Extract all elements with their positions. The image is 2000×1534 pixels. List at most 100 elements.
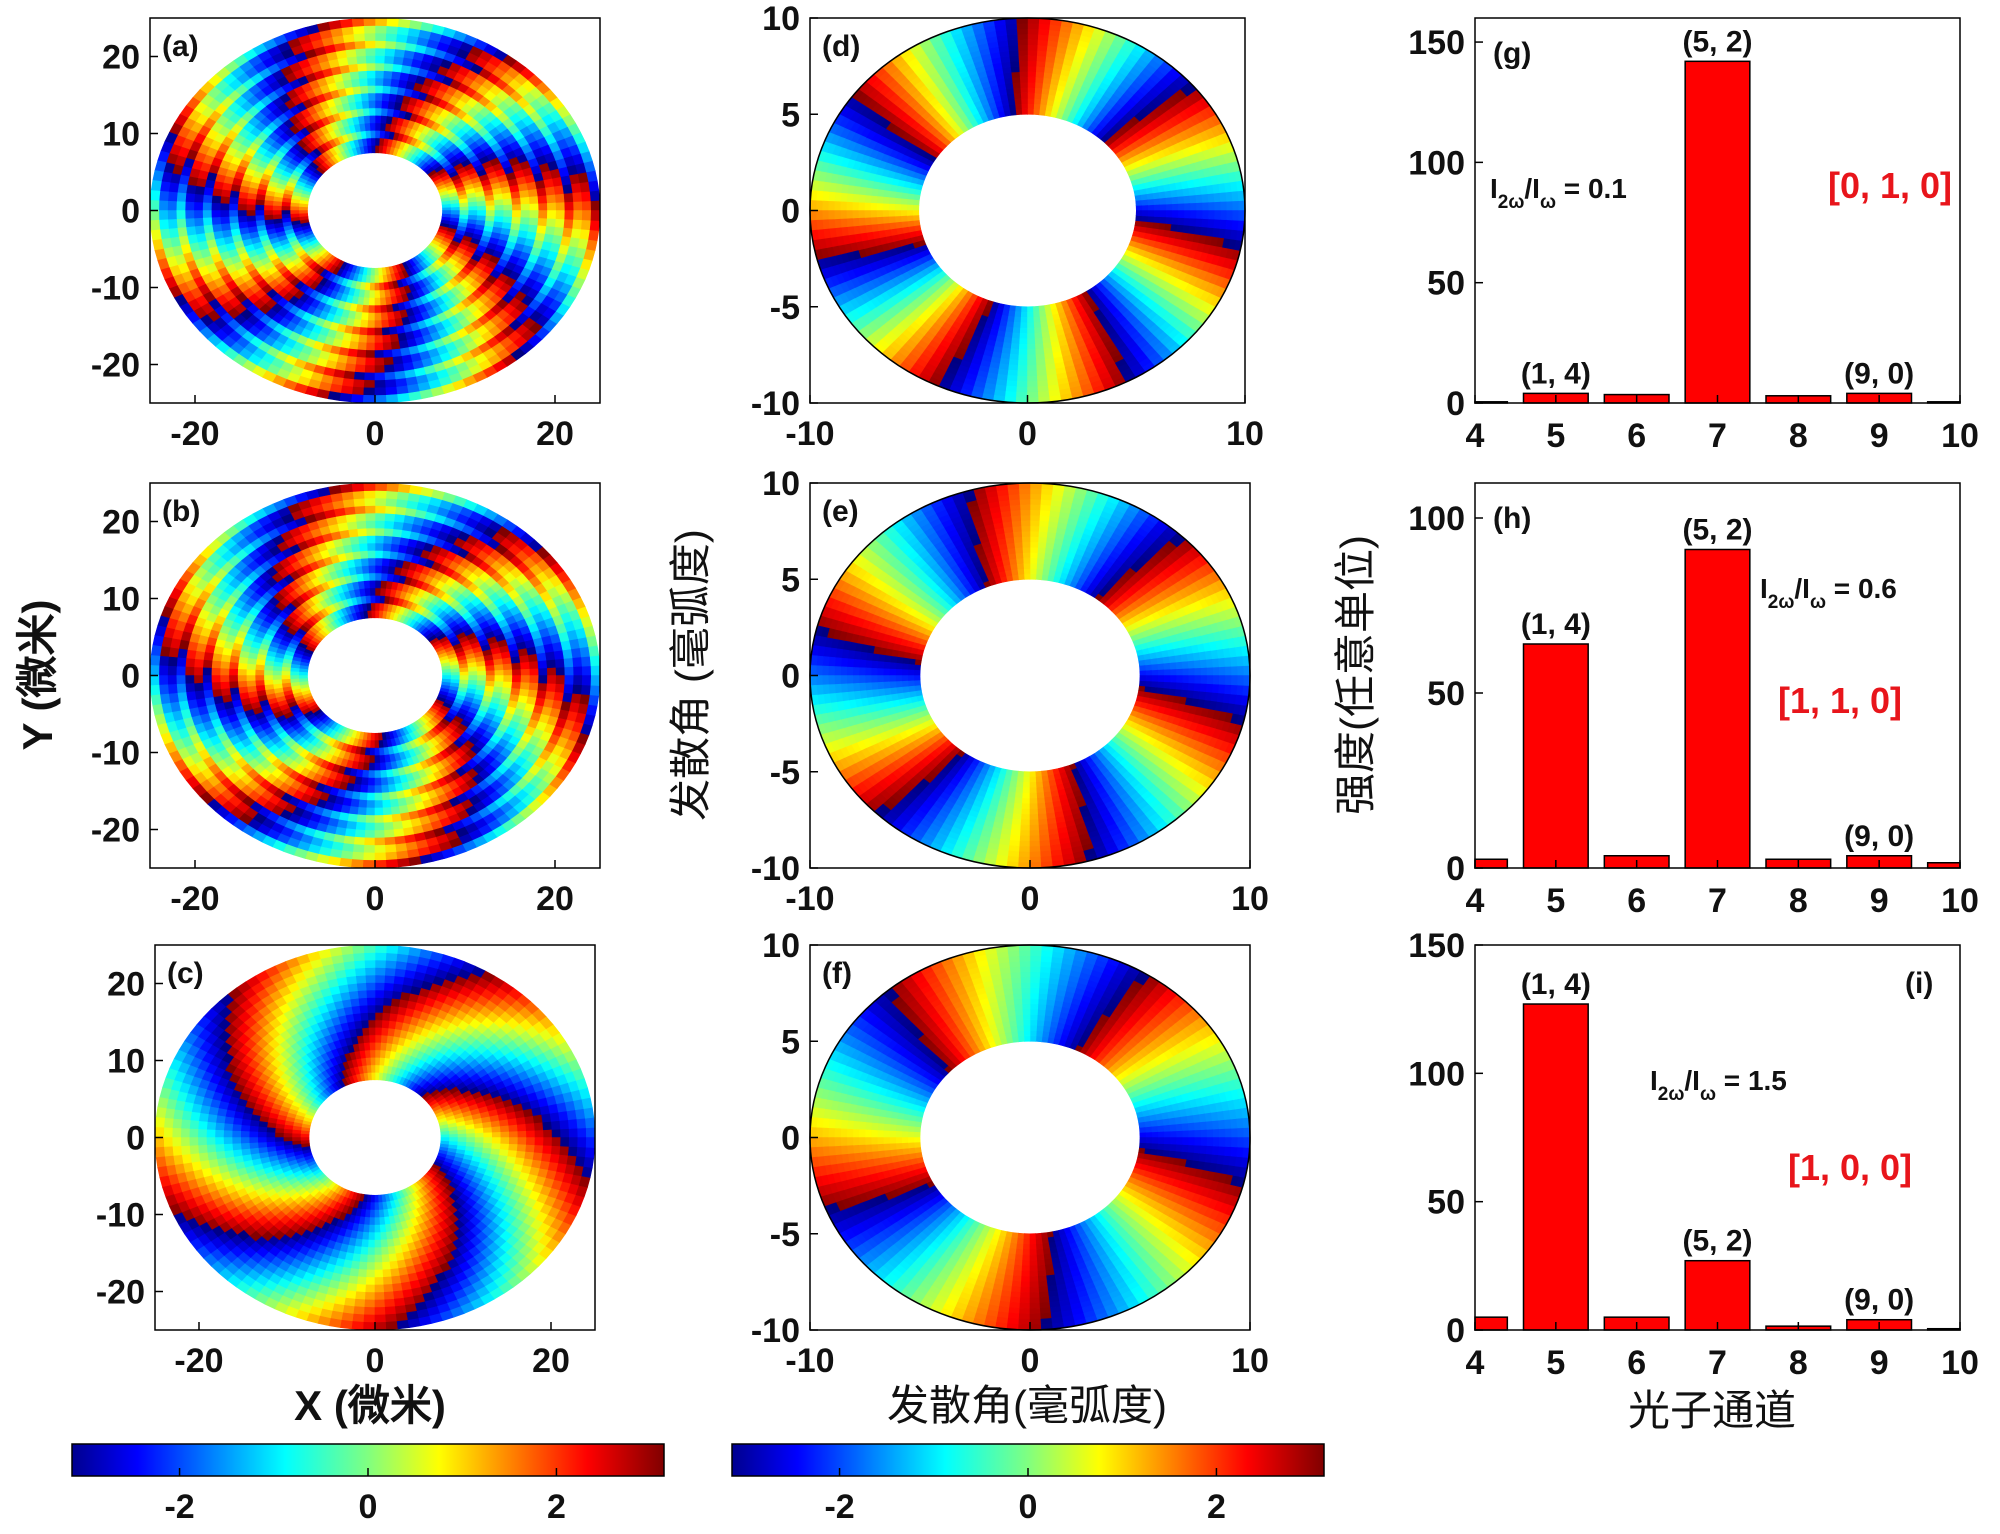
phase-cell bbox=[346, 355, 358, 366]
x-tick-label: -20 bbox=[170, 880, 219, 918]
phase-cell bbox=[344, 513, 357, 523]
phase-cell bbox=[449, 1137, 459, 1142]
phase-cell bbox=[381, 92, 390, 102]
phase-cell bbox=[272, 670, 282, 676]
phase-cell bbox=[546, 210, 557, 219]
phase-cell bbox=[246, 192, 257, 201]
phase-cell bbox=[474, 1141, 484, 1148]
phase-cell bbox=[442, 675, 452, 680]
phase-cell bbox=[219, 210, 230, 218]
phase-cell bbox=[393, 363, 406, 373]
phase-cell bbox=[237, 215, 248, 224]
phase-cell bbox=[184, 666, 195, 676]
phase-cell bbox=[392, 520, 404, 531]
y-tick-label: 20 bbox=[102, 504, 140, 542]
phase-cell bbox=[228, 210, 239, 218]
phase-cell bbox=[374, 17, 388, 27]
phase-cell bbox=[573, 665, 583, 676]
phase-cell bbox=[511, 675, 522, 683]
phase-cell bbox=[367, 92, 376, 101]
phase-cell bbox=[538, 202, 548, 211]
phase-cell bbox=[572, 191, 583, 202]
phase-cell bbox=[555, 210, 566, 220]
phase-cell bbox=[349, 341, 360, 351]
phase-cell bbox=[374, 137, 380, 146]
phase-cell bbox=[158, 190, 169, 202]
phase-cell bbox=[184, 201, 195, 211]
phase-cell bbox=[382, 542, 392, 552]
phase-cell bbox=[468, 675, 478, 681]
phase-cell bbox=[219, 661, 230, 670]
phase-cell bbox=[366, 550, 376, 559]
phase-cell bbox=[564, 201, 575, 211]
phase-cell bbox=[202, 217, 213, 227]
phase-cell bbox=[374, 527, 385, 536]
phase-cell bbox=[202, 210, 212, 219]
phase-cell bbox=[374, 822, 385, 831]
phase-cell bbox=[385, 851, 398, 861]
phase-cell bbox=[300, 1133, 310, 1138]
phase-cell bbox=[494, 210, 505, 217]
phase-cell bbox=[374, 830, 386, 839]
phase-cell bbox=[369, 1209, 376, 1219]
phase-cell bbox=[254, 664, 265, 671]
phase-cell bbox=[494, 669, 505, 676]
phase-cell bbox=[520, 216, 531, 225]
phase-cell bbox=[210, 675, 221, 684]
phase-cell bbox=[374, 572, 382, 581]
phase-cell bbox=[361, 777, 370, 786]
phase-cell bbox=[228, 216, 239, 224]
phase-cell bbox=[586, 170, 598, 182]
phase-cell bbox=[573, 200, 583, 211]
phase-cell bbox=[220, 189, 231, 198]
phase-cell bbox=[363, 1224, 371, 1233]
phase-cell bbox=[353, 836, 366, 846]
phase-cell bbox=[202, 675, 212, 684]
phase-cell bbox=[362, 482, 376, 492]
phase-cell bbox=[572, 684, 583, 695]
phase-cell bbox=[450, 210, 461, 215]
phase-map-a bbox=[149, 17, 601, 404]
phase-cell bbox=[237, 680, 248, 689]
phase-cell bbox=[408, 20, 423, 30]
phase-cell bbox=[374, 497, 387, 507]
phase-cell bbox=[374, 62, 385, 71]
phase-cell bbox=[562, 227, 574, 238]
phase-cell bbox=[374, 837, 386, 846]
phase-cell bbox=[363, 762, 370, 771]
phase-cell bbox=[365, 815, 376, 824]
phase-cell bbox=[167, 210, 177, 221]
phase-cell bbox=[589, 190, 601, 202]
phase-cell bbox=[378, 1072, 384, 1081]
phase-cell bbox=[374, 859, 388, 869]
phase-cell bbox=[374, 609, 380, 619]
phase-cell bbox=[194, 225, 205, 236]
phase-cell bbox=[477, 670, 487, 676]
phase-cell bbox=[176, 218, 187, 229]
phase-cell bbox=[374, 1071, 380, 1081]
phase-cell bbox=[392, 355, 404, 366]
phase-cell bbox=[511, 197, 522, 205]
phase-cell bbox=[390, 535, 401, 545]
phase-cell bbox=[393, 828, 406, 838]
phase-cell bbox=[254, 204, 265, 211]
phase-cell bbox=[158, 210, 169, 221]
phase-cell bbox=[220, 654, 231, 663]
phase-cell bbox=[350, 333, 361, 343]
phase-cell bbox=[366, 335, 376, 344]
phase-cell bbox=[194, 185, 205, 196]
phase-cell bbox=[374, 350, 385, 359]
phase-cell bbox=[520, 661, 531, 670]
colorbar-left: -2 0 2 bbox=[71, 1443, 665, 1526]
phase-cell bbox=[520, 681, 531, 690]
phase-cell bbox=[374, 282, 381, 292]
phase-cell bbox=[564, 675, 575, 685]
phase-cell bbox=[272, 675, 282, 681]
phase-cell bbox=[211, 188, 223, 197]
phase-cell bbox=[381, 550, 391, 559]
phase-cell bbox=[384, 40, 397, 50]
phase-cell bbox=[384, 505, 397, 515]
phase-cell bbox=[563, 192, 574, 203]
phase-cell bbox=[272, 205, 282, 211]
